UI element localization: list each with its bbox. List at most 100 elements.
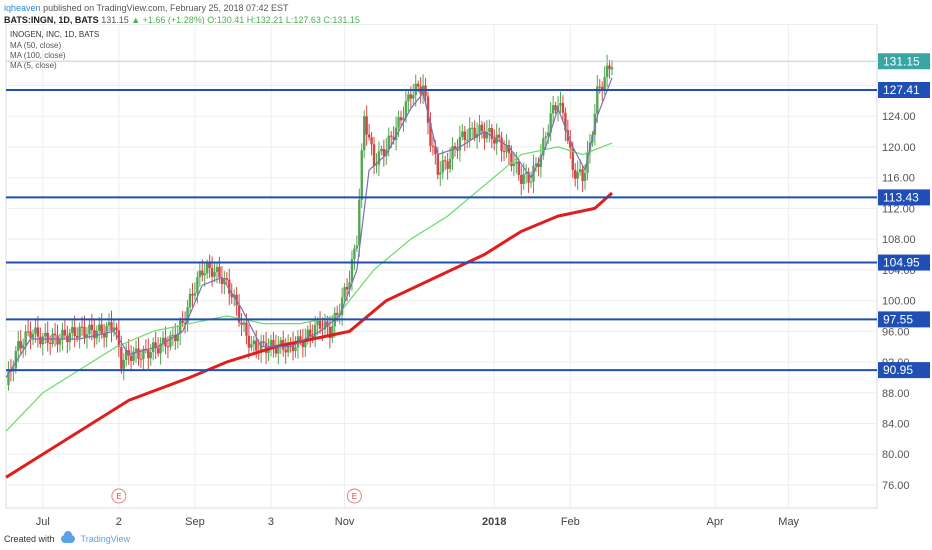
candle-body <box>29 331 32 338</box>
candle-body <box>529 181 533 183</box>
level-price-label: 104.95 <box>883 256 920 270</box>
level-price-box <box>878 254 930 271</box>
earnings-marker[interactable] <box>111 488 127 504</box>
candle-body <box>58 339 62 345</box>
candle-body <box>586 152 589 173</box>
candle-body <box>98 324 101 331</box>
candle-body <box>137 348 140 359</box>
candle-body <box>176 333 179 342</box>
last-price-box <box>878 53 930 70</box>
candle-body <box>262 341 265 343</box>
candle-body <box>539 155 543 168</box>
y-tick-label: 84.00 <box>882 418 910 430</box>
candle-body <box>360 150 363 200</box>
ma5-line <box>5 77 613 378</box>
candle-body <box>306 329 309 339</box>
candle-body <box>291 342 295 352</box>
candle-body <box>17 341 20 351</box>
candle-body <box>122 360 125 369</box>
x-tick-label: 3 <box>268 516 274 528</box>
candle-body <box>574 169 577 179</box>
created-with: Created with <box>4 534 55 544</box>
candle-body <box>193 293 197 296</box>
x-tick-label: May <box>778 516 799 528</box>
candle-body <box>112 327 116 331</box>
x-tick-label: Nov <box>335 516 355 528</box>
candle-body <box>363 116 366 151</box>
level-price-box <box>878 189 930 206</box>
y-tick-label: 108.00 <box>882 234 916 246</box>
candle-body <box>247 335 251 348</box>
candle-body <box>149 352 152 359</box>
candle-body <box>255 340 258 351</box>
candle-body <box>147 349 150 359</box>
candle-body <box>429 122 432 146</box>
publish-line: iqheaven published on TradingView.com, F… <box>4 2 360 14</box>
y-tick-label: 116.00 <box>882 173 915 185</box>
y-tick-label: 100.00 <box>882 296 916 308</box>
candle-body <box>377 151 381 165</box>
candle-body <box>71 327 74 333</box>
candle-body <box>608 65 611 70</box>
footer: Created with TradingView <box>4 531 131 544</box>
candle-body <box>387 135 390 150</box>
candle-body <box>603 77 606 90</box>
candle-body <box>544 136 547 139</box>
candle-body <box>309 329 312 336</box>
candle-body <box>213 271 216 277</box>
candle-body <box>365 116 368 135</box>
candle-body <box>93 329 96 339</box>
x-tick-label: Jul <box>36 516 50 528</box>
high-value: H:132.21 <box>246 15 284 25</box>
candle-body <box>559 102 562 106</box>
candle-body <box>83 326 86 338</box>
candle-body <box>409 94 413 99</box>
candle-body <box>466 139 469 141</box>
candle-body <box>483 131 486 139</box>
candle-body <box>468 127 471 140</box>
tradingview-brand[interactable]: TradingView <box>80 534 131 544</box>
candle-body <box>21 344 25 349</box>
candle-body <box>517 161 520 176</box>
close-value: C:131.15 <box>323 15 360 25</box>
open-value: O:130.41 <box>207 15 245 25</box>
candle-body <box>85 334 89 338</box>
candle-body <box>311 335 314 338</box>
author-link[interactable]: iqheaven <box>4 3 41 13</box>
candle-body <box>284 349 287 353</box>
legend-entry: MA (100, close) <box>10 51 66 60</box>
y-tick-label: 120.00 <box>882 142 916 154</box>
ma100-line <box>5 191 614 479</box>
candle-body <box>186 307 189 323</box>
candle-body <box>242 322 246 325</box>
candle-body <box>294 347 297 352</box>
candle-body <box>561 102 565 113</box>
candle-body <box>237 305 241 323</box>
y-tick-label: 124.00 <box>882 111 916 123</box>
candle-body <box>129 355 133 361</box>
candle-body <box>220 277 224 284</box>
candle-body <box>115 327 118 331</box>
candle-body <box>95 330 98 339</box>
candle-body <box>515 161 518 164</box>
candle-body <box>490 128 493 140</box>
candle-body <box>336 312 339 316</box>
candle-body <box>208 263 211 268</box>
candle-body <box>205 263 209 274</box>
candle-body <box>547 132 550 137</box>
low-value: L:127.63 <box>285 15 321 25</box>
legend-entry: MA (5, close) <box>10 61 57 70</box>
candle-body <box>272 339 275 347</box>
candle-body <box>434 146 437 155</box>
candle-body <box>120 346 123 369</box>
candle-body <box>470 127 474 129</box>
candle-body <box>520 175 523 184</box>
candle-body <box>343 286 346 298</box>
price-chart[interactable]: 76.0080.0084.0088.0092.0096.00100.00104.… <box>0 24 932 532</box>
candle-body <box>353 248 356 260</box>
candle-body <box>480 124 484 132</box>
candle-body <box>181 320 184 323</box>
candle-body <box>26 331 30 333</box>
earnings-marker[interactable] <box>346 488 362 504</box>
candle-body <box>245 322 248 336</box>
